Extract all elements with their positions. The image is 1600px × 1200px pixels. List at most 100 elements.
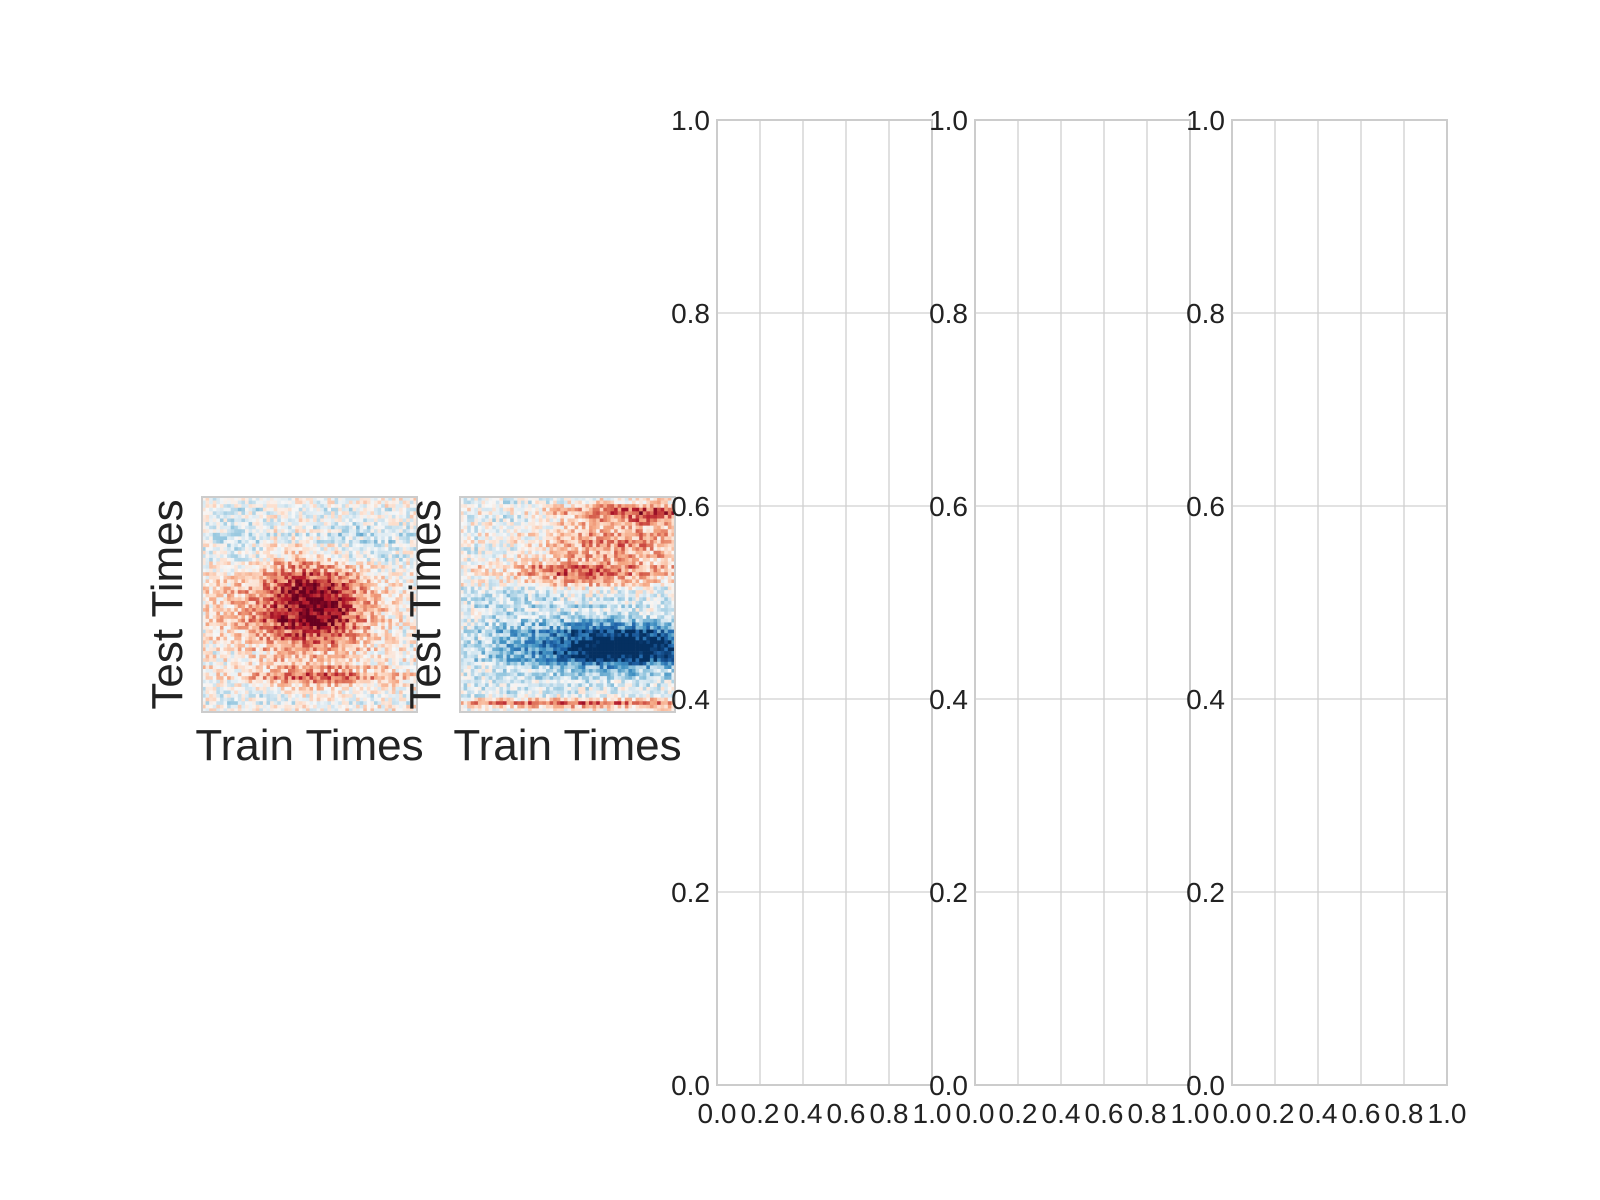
- heatmap-cell: [309, 532, 314, 537]
- heatmap-cell: [556, 525, 561, 530]
- heatmap-cell: [348, 708, 353, 713]
- heatmap-cell: [567, 575, 572, 580]
- heatmap-cell: [241, 568, 246, 573]
- heatmap-cell: [413, 550, 418, 555]
- heatmap-cell: [334, 554, 339, 559]
- heatmap-cell: [302, 651, 307, 655]
- heatmap-cell: [370, 690, 375, 695]
- heatmap-cell: [381, 504, 386, 509]
- heatmap-cell: [413, 694, 418, 698]
- heatmap-cell: [592, 507, 597, 512]
- heatmap-cell: [291, 540, 296, 544]
- heatmap-cell: [295, 618, 300, 623]
- heatmap-cell: [305, 525, 310, 530]
- heatmap-cell: [316, 507, 321, 512]
- heatmap-cell: [205, 500, 210, 505]
- heatmap-cell: [531, 532, 536, 537]
- heatmap-cell: [409, 522, 414, 526]
- heatmap-cell: [402, 661, 407, 666]
- heatmap-cell: [345, 647, 350, 652]
- heatmap-cell: [227, 597, 231, 602]
- heatmap-cell: [237, 686, 242, 691]
- heatmap-cell: [474, 554, 479, 559]
- heatmap-cell: [538, 497, 543, 501]
- heatmap-cell: [553, 572, 558, 577]
- heatmap-cell: [248, 593, 253, 598]
- heatmap-cell: [381, 532, 386, 537]
- heatmap-cell: [223, 593, 228, 598]
- heatmap-cell: [402, 522, 407, 526]
- heatmap-cell: [227, 697, 231, 702]
- heatmap-cell: [291, 697, 296, 702]
- heatmap-cell: [316, 633, 321, 638]
- heatmap-cell: [477, 575, 482, 580]
- heatmap-cell: [413, 511, 418, 516]
- heatmap-cell: [255, 568, 260, 573]
- heatmap-cell: [305, 622, 310, 627]
- heatmap-cell: [474, 518, 479, 523]
- heatmap-cell: [402, 583, 407, 587]
- heatmap-cell: [381, 500, 386, 505]
- heatmap-cell: [388, 622, 393, 627]
- heatmap-cell: [209, 565, 214, 569]
- heatmap-cell: [549, 568, 554, 573]
- heatmap-cell: [352, 690, 357, 695]
- heatmap-cell: [302, 550, 307, 555]
- heatmap-cell: [363, 665, 368, 670]
- heatmap-cell: [517, 500, 522, 505]
- heatmap-cell: [245, 511, 249, 516]
- heatmap-cell: [245, 514, 249, 519]
- heatmap-cell: [632, 536, 636, 541]
- heatmap-cell: [338, 586, 343, 591]
- heatmap-cell: [341, 511, 346, 516]
- heatmap-cell: [266, 536, 271, 541]
- heatmap-cell: [356, 686, 360, 691]
- heatmap-cell: [388, 511, 393, 516]
- heatmap-cell: [270, 540, 274, 544]
- heatmap-cell: [395, 557, 400, 562]
- heatmap-cell: [338, 618, 343, 623]
- heatmap-cell: [363, 615, 368, 620]
- heatmap-cell: [359, 529, 364, 534]
- heatmap-cell: [277, 654, 282, 659]
- heatmap-cell: [524, 518, 529, 523]
- heatmap-cell: [409, 669, 414, 673]
- heatmap-cell: [399, 622, 403, 627]
- heatmap-cell: [212, 654, 217, 659]
- heatmap-cell: [395, 622, 400, 627]
- heatmap-cell: [531, 522, 536, 526]
- heatmap-cell: [309, 626, 314, 630]
- heatmap-cell: [599, 536, 604, 541]
- heatmap-cell: [295, 568, 300, 573]
- heatmap-cell: [216, 629, 221, 634]
- heatmap-cell: [216, 529, 221, 534]
- heatmap-cell: [266, 529, 271, 534]
- heatmap-cell: [262, 575, 267, 580]
- heatmap-cell: [481, 522, 486, 526]
- heatmap-cell: [646, 550, 651, 555]
- heatmap-cell: [546, 536, 550, 541]
- heatmap-cell: [614, 540, 618, 544]
- heatmap-cell: [520, 504, 525, 509]
- heatmap-cell: [485, 561, 489, 566]
- heatmap-cell: [273, 658, 278, 663]
- heatmap-cell: [316, 547, 321, 552]
- heatmap-cell: [259, 697, 264, 702]
- heatmap-cell: [391, 540, 396, 544]
- heatmap-cell: [202, 532, 206, 537]
- heatmap-cell: [209, 590, 214, 595]
- heatmap-cell: [237, 615, 242, 620]
- heatmap-cell: [499, 543, 504, 548]
- heatmap-cell: [245, 600, 249, 605]
- heatmap-cell: [205, 697, 210, 702]
- heatmap-cell: [363, 540, 368, 544]
- heatmap-cell: [280, 640, 285, 645]
- heatmap-cell: [320, 497, 325, 501]
- heatmap-cell: [635, 547, 640, 552]
- heatmap-cell: [202, 683, 206, 688]
- heatmap-cell: [370, 518, 375, 523]
- heatmap-cell: [348, 568, 353, 573]
- heatmap-cell: [535, 529, 540, 534]
- heatmap-cell: [488, 547, 493, 552]
- heatmap-cell: [553, 561, 558, 566]
